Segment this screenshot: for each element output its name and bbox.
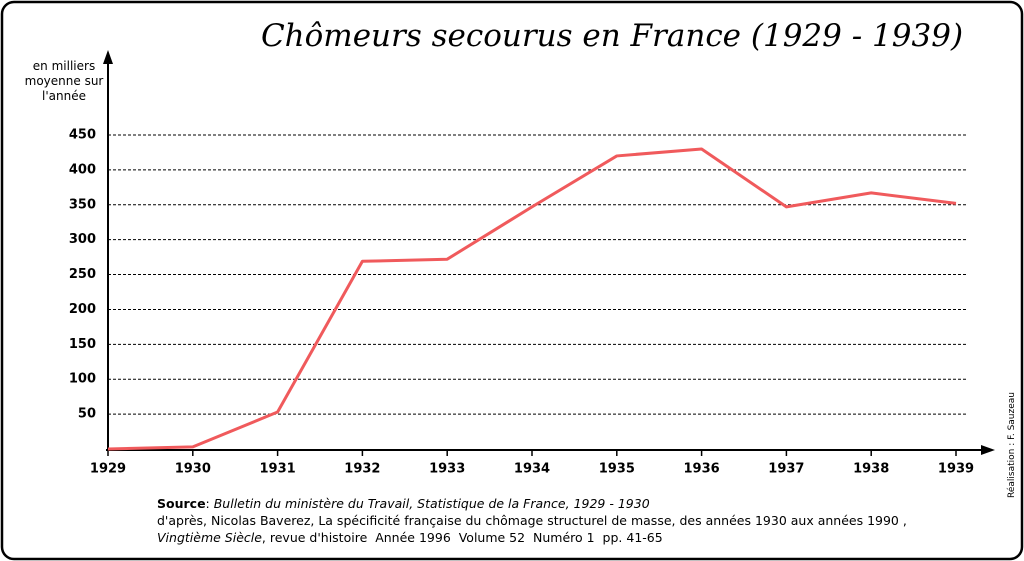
source-line: d'après, Nicolas Baverez, La spécificité… (157, 513, 907, 528)
x-tick-label: 1939 (938, 462, 974, 477)
x-tick-label: 1938 (853, 462, 889, 477)
x-axis-arrow (981, 445, 995, 455)
x-tick-label: 1937 (768, 462, 804, 477)
y-label: en milliers (33, 59, 95, 73)
y-axis-arrow (103, 50, 113, 64)
x-tick-label: 1935 (599, 462, 635, 477)
y-tick-label: 300 (69, 232, 96, 247)
y-tick-label: 50 (78, 407, 96, 422)
y-tick-label: 400 (69, 162, 96, 177)
y-tick-label: 100 (69, 372, 96, 387)
chart-title: Chômeurs secourus en France (1929 - 1939… (261, 18, 963, 54)
source-journal: Vingtième Siècle (157, 530, 262, 545)
source-details: , revue d'histoire Année 1996 Volume 52 … (262, 530, 663, 545)
y-tick-label: 450 (69, 128, 96, 143)
y-tick-label: 350 (69, 197, 96, 212)
y-tick-label: 150 (69, 337, 96, 352)
source-line: Vingtième Siècle, revue d'histoire Année… (157, 530, 663, 545)
source-line: Source: Bulletin du ministère du Travail… (157, 496, 650, 511)
y-tick-label: 200 (69, 302, 96, 317)
credit: Réalisation : F. Sauzeau (1006, 392, 1017, 498)
y-label: l'année (42, 89, 86, 103)
x-tick-label: 1930 (175, 462, 211, 477)
x-tick-label: 1931 (260, 462, 296, 477)
x-tick-label: 1932 (344, 462, 380, 477)
source-label: Source (157, 496, 206, 511)
y-tick-label: 250 (69, 267, 96, 282)
source-citation: Bulletin du ministère du Travail, Statis… (214, 496, 650, 511)
y-label: moyenne sur (25, 74, 104, 88)
data-line (107, 147, 957, 451)
x-tick-label: 1936 (684, 462, 720, 477)
source-separator: : (206, 496, 214, 511)
x-tick-label: 1929 (90, 462, 126, 477)
x-tick-label: 1933 (429, 462, 465, 477)
x-tick-label: 1934 (514, 462, 550, 477)
